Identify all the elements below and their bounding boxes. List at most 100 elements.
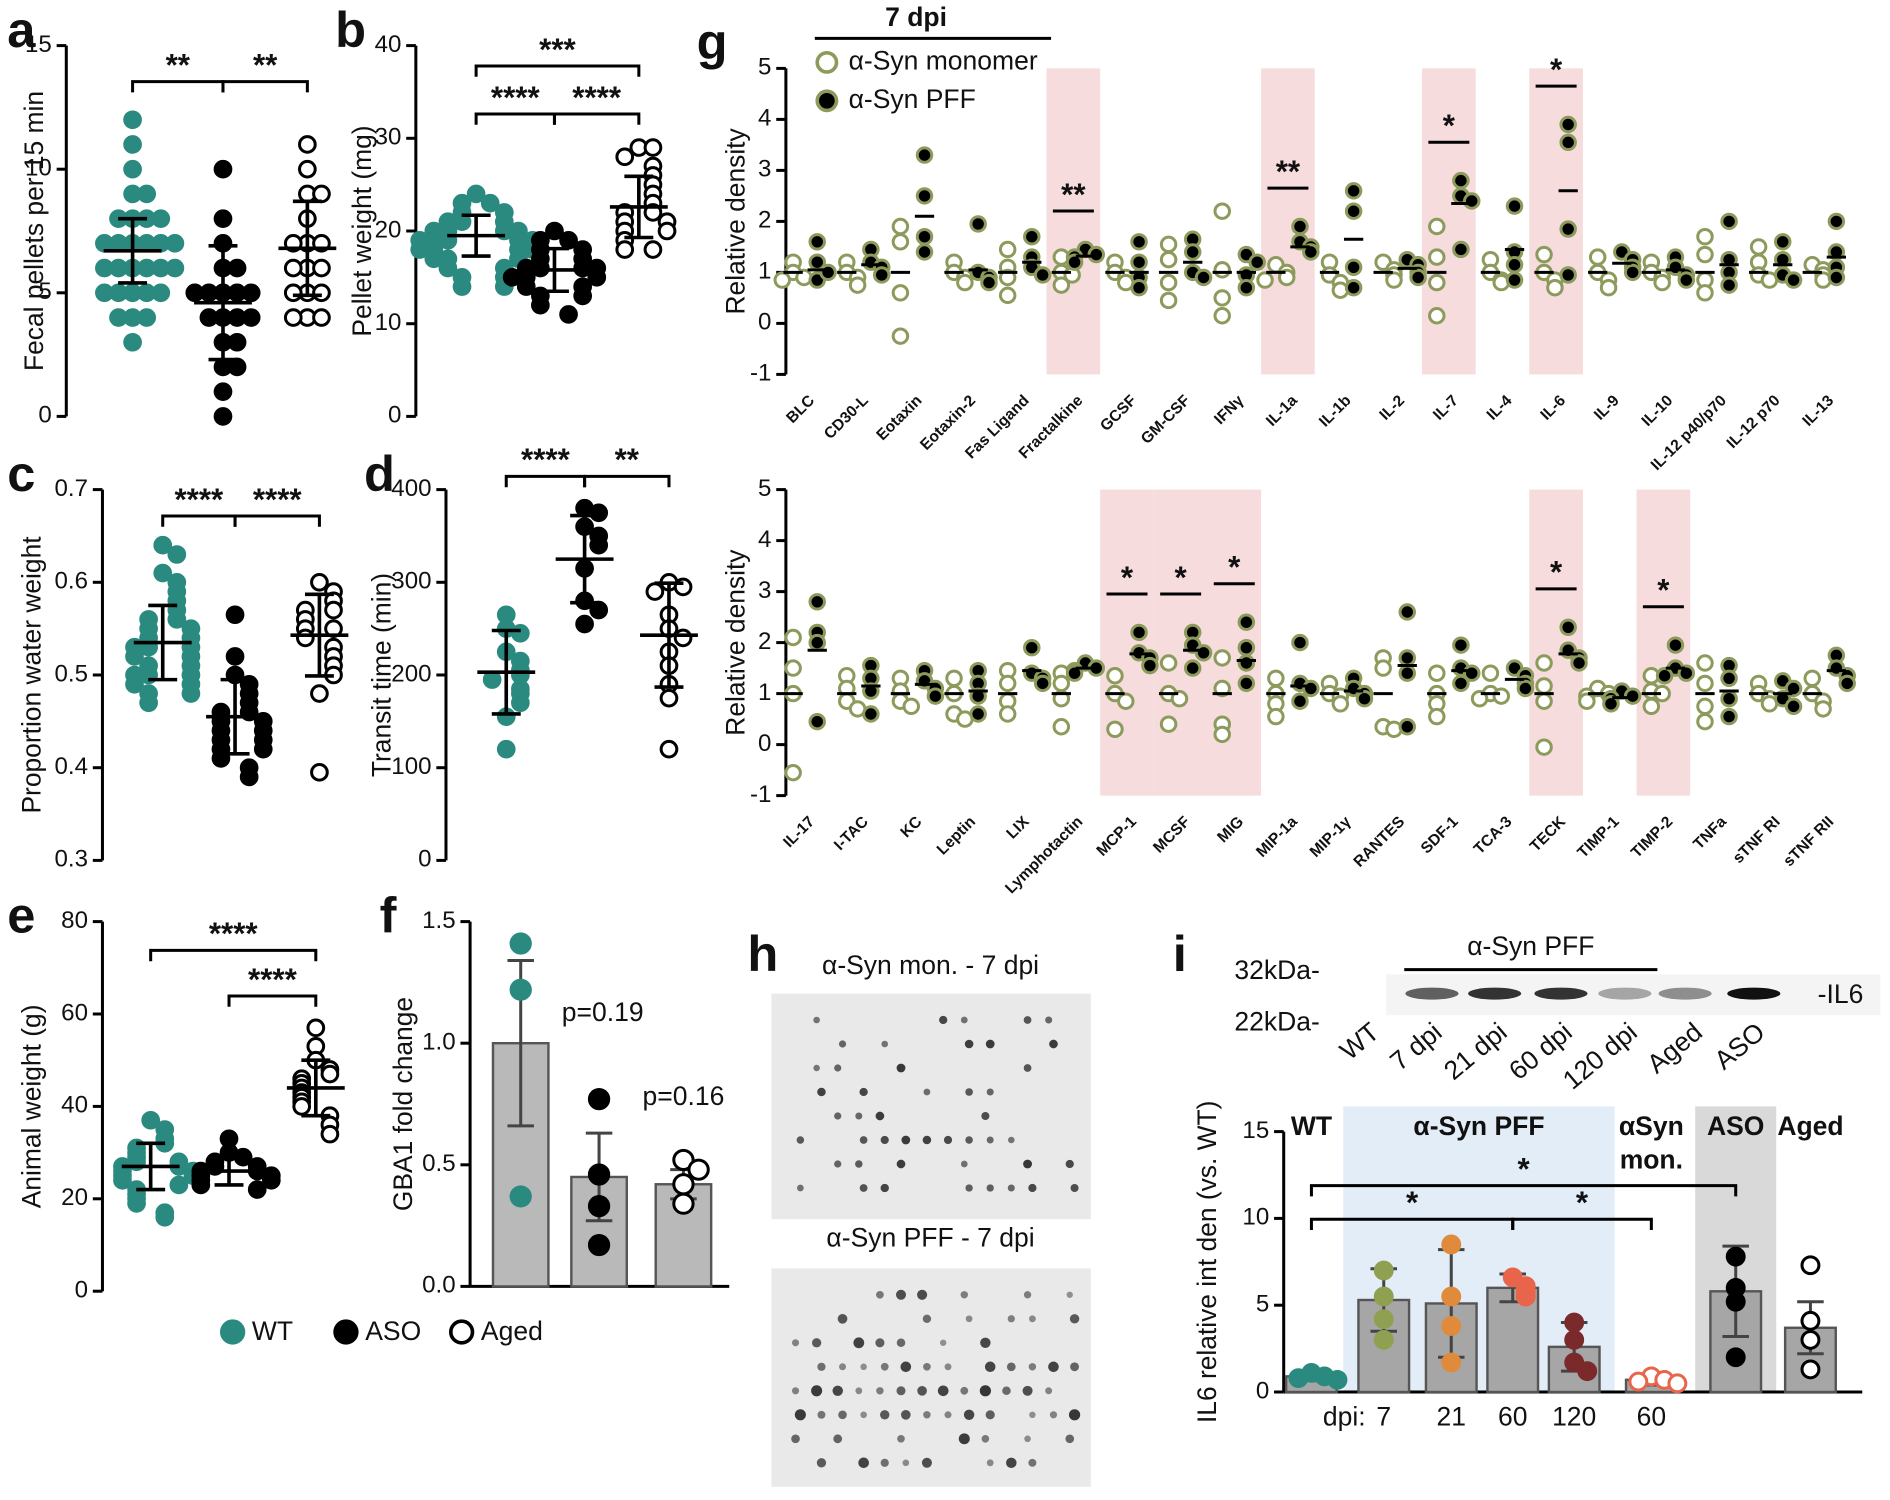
data-point [310,684,329,703]
blot-spot [944,1363,952,1371]
bracket [221,80,309,93]
group-label: mon. [1620,1145,1683,1175]
significance-label: **** [253,482,303,517]
blot-spot [1006,1457,1017,1469]
x-tick-label: I-TAC [831,813,872,854]
y-tick-label: 80 [61,907,88,934]
blot-image [1386,974,1881,1016]
data-point [1505,197,1524,215]
data-point [1559,266,1577,284]
data-point [123,159,142,179]
highlight-band [1100,489,1154,796]
data-point [819,263,837,282]
y-tick-label: 60 [61,999,88,1026]
data-point [509,978,532,1001]
data-point [241,283,261,303]
sd-bar [624,174,654,240]
data-point [312,258,331,278]
data-point [1237,654,1256,672]
data-point [1194,268,1213,287]
blot-spot [1006,1362,1016,1372]
blot-spot [833,1434,843,1444]
data-point [1130,623,1148,642]
y-tick-label: 4 [758,105,771,132]
x-tick-label: MIP-1a [1253,813,1301,861]
data-point [1564,1330,1585,1350]
y-tick-label: 2 [758,628,771,655]
data-point [1213,261,1231,279]
data-point [320,1124,340,1144]
data-point [784,763,802,782]
data-point [672,1173,695,1196]
highlight-band [1046,68,1101,375]
y-tick-label: 10 [375,309,402,336]
data-point [1052,674,1071,693]
data-point [312,308,331,327]
data-point [502,268,522,287]
data-point [1159,715,1178,733]
blot-spot [1007,1184,1015,1192]
lane-label: 7 dpi [1384,1017,1447,1077]
panel-letter: g [697,13,728,70]
y-tick-label: 0.0 [422,1272,456,1299]
data-point [643,138,663,157]
marker-label: 32kDa- [1234,955,1319,985]
blot-spot [876,1387,884,1395]
data-point [1725,1347,1746,1368]
data-point [1452,171,1470,190]
data-point [1655,667,1674,685]
y-tick-label: 5 [38,278,51,305]
data-point [1588,248,1607,266]
data-point [1559,220,1577,238]
data-point [95,234,114,253]
x-tick-label: 60 [1498,1401,1527,1431]
x-tick-label: MCSF [1150,813,1193,856]
y-tick-label: 4 [758,526,771,553]
data-point [1800,1255,1821,1276]
blot-spot [1023,1291,1032,1299]
data-point [998,286,1017,305]
y-axis-label: Proportion water weight [17,536,47,814]
significance-label: * [1406,1185,1419,1220]
blot-spot [796,1136,805,1144]
blot-band [1405,987,1459,1000]
blot-spot [1028,1458,1037,1467]
data-point [1515,1286,1536,1307]
data-point [615,240,635,259]
data-point [1696,697,1714,716]
data-point [1237,674,1256,693]
data-point [1696,228,1714,246]
x-tick-label: TIMP-1 [1574,813,1623,861]
blot-spot [986,1136,994,1144]
blot-spot [1049,1039,1058,1049]
data-point [1256,271,1274,289]
y-tick-label: 1.5 [422,907,456,934]
data-point [1667,1373,1688,1394]
data-point [410,240,430,259]
sd-bar [570,513,600,605]
data-point [659,688,679,708]
blot-spot [1068,1409,1081,1421]
x-tick-label: 120 [1552,1401,1596,1431]
data-point [1516,679,1535,698]
data-point [213,209,233,228]
data-point [1800,1310,1821,1331]
blot-spot [1028,1183,1037,1193]
significance-label: * [1517,1151,1530,1186]
significance-label: **** [521,442,571,477]
y-tick-label: 0.5 [54,660,88,687]
significance-label: * [1576,1185,1589,1220]
data-point [1428,217,1446,236]
data-point [1428,273,1446,292]
data-point [95,258,114,278]
data-point [306,1018,326,1038]
blot-spot [1022,1385,1033,1396]
bracket [233,514,321,527]
data-point [1374,659,1392,677]
blot-spot [981,1435,990,1443]
significance-label: * [1228,550,1241,585]
data-point [872,266,891,284]
data-point [1696,712,1714,731]
data-point [185,283,205,303]
panel-letter: h [747,925,778,982]
